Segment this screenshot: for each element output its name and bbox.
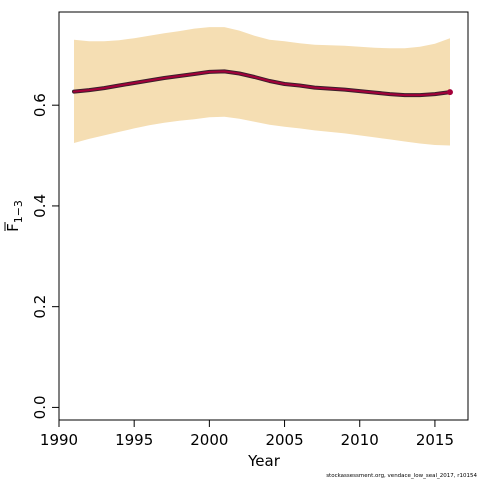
x-tick-label: 1990 <box>40 431 78 449</box>
x-tick-label: 1995 <box>115 431 153 449</box>
y-tick-label: 0.6 <box>31 93 49 117</box>
confidence-band <box>74 27 450 146</box>
confidence-band-layer <box>74 27 450 146</box>
y-axis-label: F1−3 <box>4 200 25 232</box>
x-tick-label: 2005 <box>265 431 303 449</box>
footer-credit: stockassessment.org, vendace_low_seal_20… <box>326 473 477 479</box>
series-end-point <box>446 89 453 96</box>
series-line <box>73 70 451 97</box>
svg-text:F1−3: F1−3 <box>4 200 25 232</box>
x-tick-label: 2000 <box>190 431 228 449</box>
y-axis-label-sub: 1−3 <box>12 200 25 223</box>
line-layer <box>72 69 453 98</box>
x-axis: 1990 1995 2000 2005 2010 2015 <box>40 420 454 449</box>
y-axis-label-base: F <box>4 223 22 232</box>
x-axis-label: Year <box>247 452 281 470</box>
y-tick-label: 0.4 <box>31 194 49 218</box>
x-tick-label: 2010 <box>341 431 379 449</box>
y-tick-label: 0.2 <box>31 295 49 319</box>
y-axis: 0.0 0.2 0.4 0.6 <box>31 93 59 419</box>
plot-frame <box>58 11 469 421</box>
x-tick-label: 2015 <box>416 431 454 449</box>
y-tick-label: 0.0 <box>31 395 49 419</box>
